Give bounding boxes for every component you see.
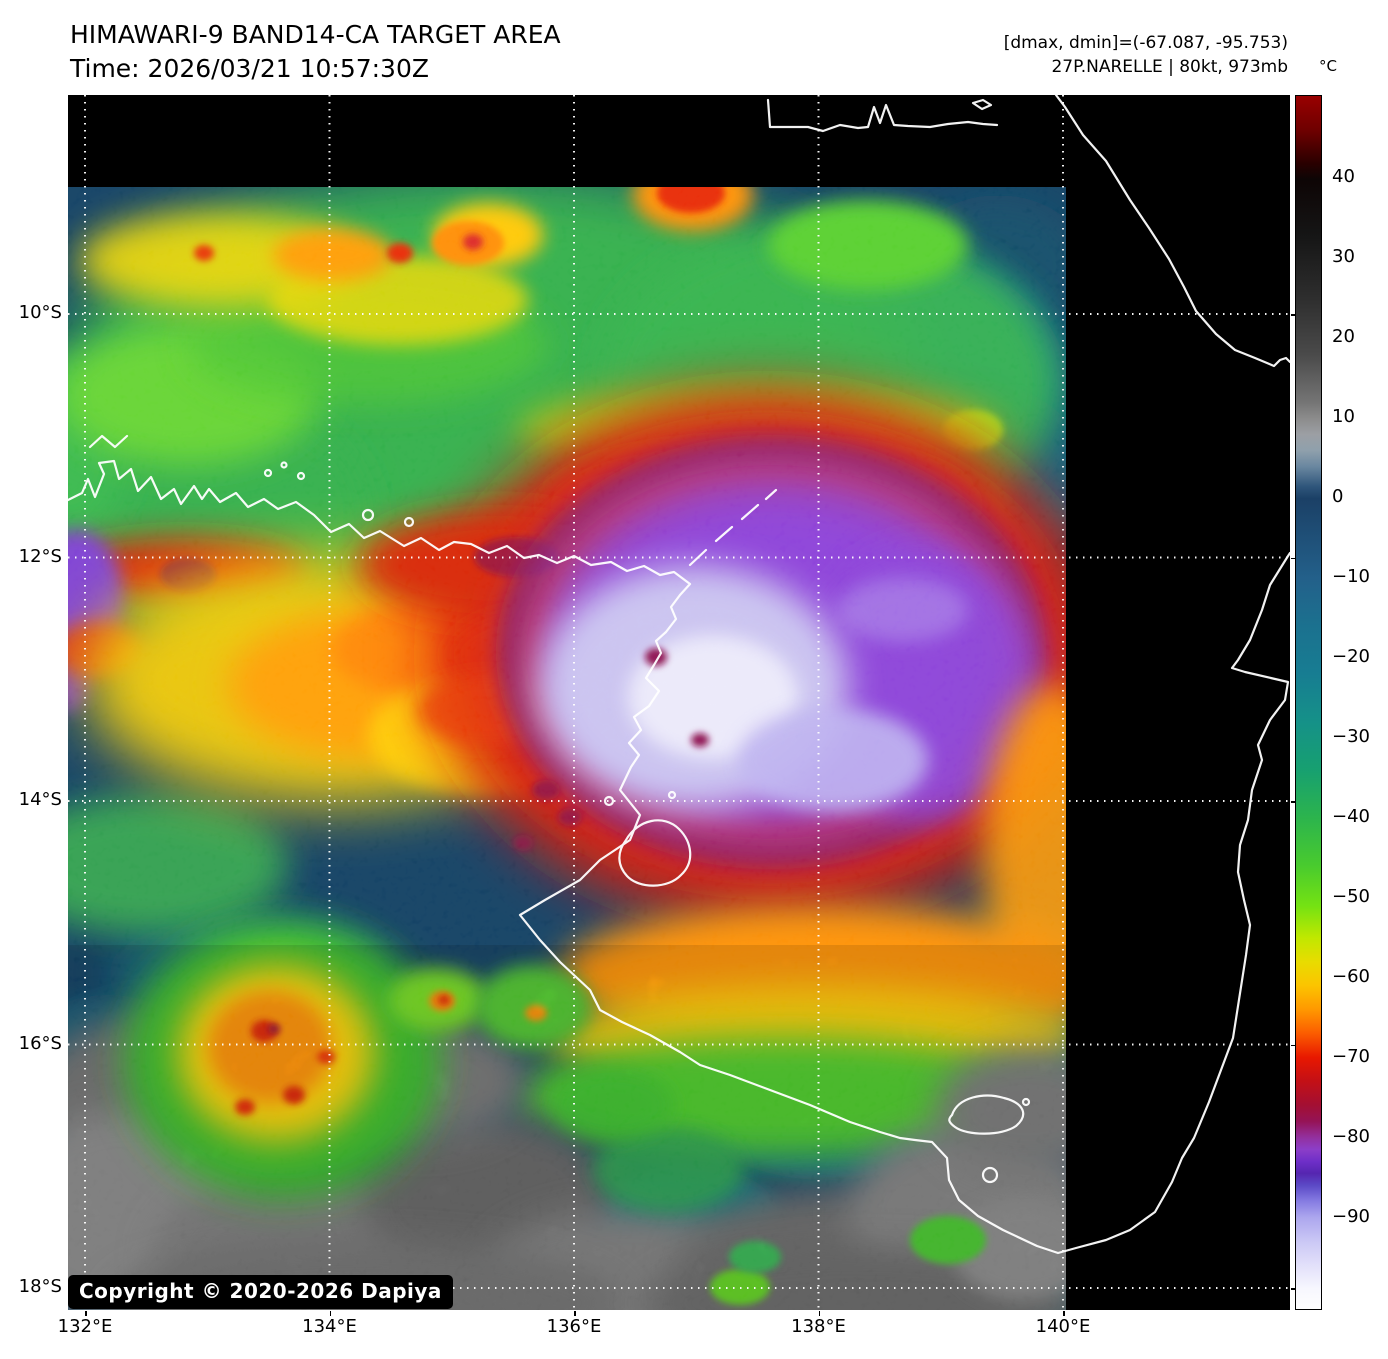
islet <box>296 471 306 481</box>
coastline-cape-york-north <box>1054 95 1290 368</box>
coastline-arnhem-gulf <box>68 459 1290 1255</box>
islet <box>403 516 415 528</box>
lon-tick-label: 140°E <box>1035 1316 1091 1337</box>
islet <box>280 461 288 469</box>
colorbar-tick-label: 10 <box>1332 406 1355 428</box>
right-axis-tick <box>1291 1288 1296 1290</box>
colorbar-tick-label: −30 <box>1332 726 1370 748</box>
colorbar-unit-label: °C <box>1319 57 1337 75</box>
lat-tick-label: 18°S <box>18 1276 62 1297</box>
colorbar-tick-label: −20 <box>1332 646 1370 668</box>
coastlines <box>68 95 1290 1255</box>
page-title: HIMAWARI-9 BAND14-CA TARGET AREA <box>70 20 561 49</box>
island-mornington <box>948 1094 1025 1135</box>
lon-tick-label: 138°E <box>791 1316 846 1337</box>
bottom-axis-tick <box>85 1311 87 1316</box>
islet <box>263 468 273 478</box>
colorbar-tick-label: −40 <box>1332 806 1370 828</box>
lon-tick-label: 136°E <box>546 1316 602 1337</box>
island-new-guinea-islet <box>971 98 993 111</box>
colorbar-tick-label: 40 <box>1332 166 1355 188</box>
colorbar-tick-label: −90 <box>1332 1206 1370 1227</box>
coastline-new-guinea <box>766 98 999 133</box>
colorbar-tick-label: −10 <box>1332 566 1370 588</box>
copyright-badge: Copyright © 2020-2026 Dapiya <box>68 1275 453 1309</box>
right-axis-tick <box>1291 557 1296 559</box>
lat-tick-label: 14°S <box>18 789 62 810</box>
bottom-axis-tick <box>1063 1311 1065 1316</box>
lat-tick-label: 12°S <box>18 545 62 567</box>
bottom-axis-tick <box>818 1311 820 1316</box>
data-region <box>68 187 1066 1310</box>
island-groote-eylandt <box>618 819 692 887</box>
islet <box>981 1166 999 1184</box>
right-axis-tick <box>1291 1044 1296 1046</box>
right-axis-tick <box>1291 801 1296 803</box>
colorbar-tick-label: −50 <box>1332 886 1370 908</box>
lon-tick-label: 134°E <box>302 1316 357 1337</box>
lon-tick-label: 132°E <box>57 1316 113 1337</box>
bottom-axis-tick <box>574 1311 576 1316</box>
annotation-block: [dmax, dmin]=(-67.087, -95.753) 27P.NARE… <box>1004 31 1288 79</box>
right-axis-tick <box>1291 314 1296 316</box>
islands-northwest <box>88 434 129 449</box>
lat-tick-label: 16°S <box>18 1032 62 1054</box>
islet <box>667 790 677 800</box>
lat-tick-label: 10°S <box>18 302 62 323</box>
islet <box>603 795 615 807</box>
dmax-dmin-line: [dmax, dmin]=(-67.087, -95.753) <box>1003 33 1288 53</box>
islet <box>361 508 375 522</box>
temperature-colorbar <box>1295 95 1322 1310</box>
satellite-scene <box>68 95 1290 1310</box>
bottom-axis-tick <box>329 1311 331 1316</box>
colorbar-tick-label: −60 <box>1332 966 1370 988</box>
storm-info-line: 27P.NARELLE | 80kt, 973mb <box>1051 57 1288 77</box>
colorbar-tick-label: 0 <box>1332 486 1344 508</box>
colorbar-gradient <box>1296 96 1321 1309</box>
satellite-map <box>68 95 1290 1310</box>
colorbar-tick-label: −80 <box>1332 1126 1370 1148</box>
timestamp-line: Time: 2026/03/21 10:57:30Z <box>70 54 429 83</box>
colorbar-tick-label: −70 <box>1332 1046 1370 1068</box>
colorbar-tick-label: 20 <box>1332 326 1355 348</box>
islet <box>1021 1097 1031 1107</box>
colorbar-tick-label: 30 <box>1332 246 1355 268</box>
